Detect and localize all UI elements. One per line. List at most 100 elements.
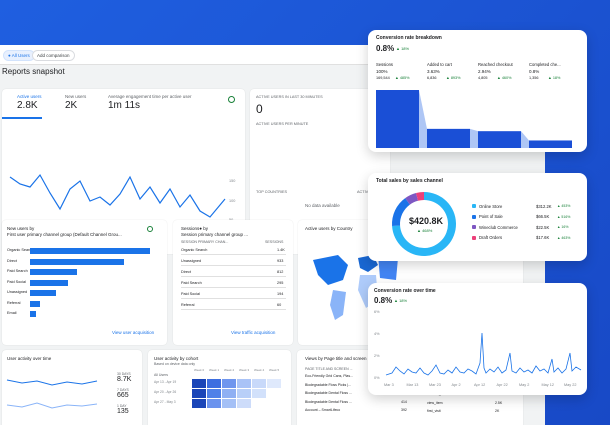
table-row-value: 414 <box>401 399 407 404</box>
engagement-label: Average engagement time per active user <box>108 94 192 99</box>
funnel-bar <box>529 140 572 148</box>
session-dimension-selector[interactable]: Session primary channel group ... <box>181 232 249 237</box>
bar <box>30 248 150 254</box>
bar <box>30 290 57 296</box>
funnel-step-count: 4,805 <box>478 76 488 80</box>
y-tick: 2% <box>374 354 380 358</box>
x-tick: Apr 2 <box>451 383 461 387</box>
cohort-cell <box>207 379 221 388</box>
panel-title: Total sales by sales channel <box>376 178 443 184</box>
active-users-tab[interactable] <box>2 89 42 119</box>
cohort-cell <box>192 379 206 388</box>
funnel-step-name: Sessions <box>376 62 393 67</box>
bar <box>30 311 36 317</box>
conversion-line-chart <box>385 332 582 376</box>
funnel-chart <box>376 90 572 148</box>
cohort-cell <box>222 389 236 398</box>
cohort-cell <box>192 389 206 398</box>
cohort-cell <box>192 399 206 408</box>
row-divider <box>181 287 286 288</box>
user-activity-card: User activity over time 30 DAYS 8.7K 7 D… <box>2 350 142 425</box>
table-row-label: Referral <box>181 303 195 307</box>
engagement-value: 1m 11s <box>108 100 141 111</box>
active-column-header: ACTIVE <box>357 190 371 194</box>
x-tick: Mar 23 <box>429 383 441 387</box>
cohort-row-label: Apr 27 - May 3 <box>154 400 176 404</box>
legend-delta: ▲ 453% <box>557 204 571 208</box>
all-users-label: All Users <box>11 53 30 58</box>
conversion-delta: ▲ 18% <box>396 46 410 51</box>
row-divider <box>181 298 286 299</box>
30-days-label: 30 DAYS <box>117 372 131 376</box>
view-user-acquisition-link[interactable]: View user acquisition <box>112 330 155 335</box>
funnel-step-pct: 100% <box>376 69 388 74</box>
funnel-bar <box>376 90 419 148</box>
overtime-value: 0.8% <box>374 296 393 305</box>
active-users-line-chart <box>9 173 226 218</box>
legend-delta: ▲ 16% <box>557 225 569 229</box>
funnel-step-delta: ▲ 460% <box>497 76 512 80</box>
sales-delta: ▲ 468% <box>417 228 433 233</box>
row-divider <box>181 265 286 266</box>
no-data-text: No data available <box>305 203 340 208</box>
sales-channel-panel: Total sales by sales channel $420.8K ▲ 4… <box>368 173 587 261</box>
table-row-label: Biodegradable Floss Picks |... <box>305 382 352 387</box>
bar-label: Email <box>7 311 17 315</box>
panel-title: Conversion rate breakdown <box>376 35 442 41</box>
funnel-step-name: Reached checkout <box>478 62 513 67</box>
table-row-label: Unassigned <box>181 259 202 263</box>
table-row-label: Eco-Friendly Grid Cans, Plas... <box>305 374 354 378</box>
legend-swatch <box>472 214 476 219</box>
funnel-connector <box>419 90 427 148</box>
conversion-value: 0.8% <box>376 44 395 53</box>
x-tick: Apr 22 <box>496 383 508 387</box>
active-users-label: Active users <box>17 94 42 99</box>
legend-label: Draft Orders <box>479 235 503 240</box>
funnel-step-pct: 2.94% <box>478 69 491 74</box>
y-tick: 150 <box>229 179 236 183</box>
overtime-delta: ▲ 18% <box>394 298 408 303</box>
channel-dimension-selector[interactable]: First user primary channel group (Defaul… <box>7 232 122 237</box>
week-header: Week 3 <box>239 368 250 372</box>
view-traffic-acquisition-link[interactable]: View traffic acquisition <box>231 330 276 335</box>
table-row-label: Biodegradable Dental Floss ... <box>305 399 352 404</box>
table-row-label: Biodegradable Dental Floss ... <box>305 391 352 395</box>
cohort-cell <box>237 389 251 398</box>
legend-swatch <box>472 225 476 229</box>
cohort-cell <box>252 389 266 398</box>
week-header: Week 0 <box>194 368 205 372</box>
sessions-card: Sessions● by Session primary channel gro… <box>173 220 293 345</box>
week-header: Week 1 <box>209 368 220 372</box>
table-row-label: Direct <box>181 270 191 274</box>
table-row-label: Paid Search <box>181 281 202 285</box>
funnel-step-delta: ▲ 485% <box>395 76 410 80</box>
legend-label: Online Store <box>479 203 503 209</box>
legend-swatch <box>472 204 476 208</box>
legend-delta: ▲ 516% <box>557 214 571 219</box>
page-title: Reports snapshot <box>2 67 65 76</box>
table-row-label: Account – SmartLifeco <box>305 408 341 412</box>
user-icon: ● <box>8 53 12 58</box>
conversion-over-time-panel: Conversion rate over time 0.8% ▲ 18% 6% … <box>368 283 587 395</box>
funnel-connector <box>521 131 529 148</box>
table-row-label: Organic Search <box>181 248 208 252</box>
legend-swatch <box>472 235 476 240</box>
add-comparison-button[interactable]: Add comparison <box>32 50 75 61</box>
top-countries-header: TOP COUNTRIES <box>256 190 288 194</box>
table-row-value: 295 <box>277 281 284 285</box>
funnel-step-count: 169,544 <box>376 76 390 80</box>
cohort-cell <box>252 379 266 388</box>
bar-label: Paid Search <box>7 269 28 273</box>
donut-slice <box>405 193 419 205</box>
all-users-label: All Users <box>154 373 169 377</box>
all-users-chip[interactable]: ● All Users <box>3 50 35 61</box>
funnel-step-delta: ▲ 893% <box>446 76 461 80</box>
new-users-channel-card: New users by First user primary channel … <box>2 220 167 345</box>
cohort-cell <box>267 379 281 388</box>
per-minute-label: ACTIVE USERS PER MINUTE <box>256 122 309 126</box>
funnel-connector <box>470 128 478 148</box>
panel-title: Conversion rate over time <box>374 288 436 294</box>
row-divider <box>181 309 286 310</box>
30-days-value: 8.7K <box>117 376 132 383</box>
table-row-label: Paid Social <box>181 292 200 296</box>
